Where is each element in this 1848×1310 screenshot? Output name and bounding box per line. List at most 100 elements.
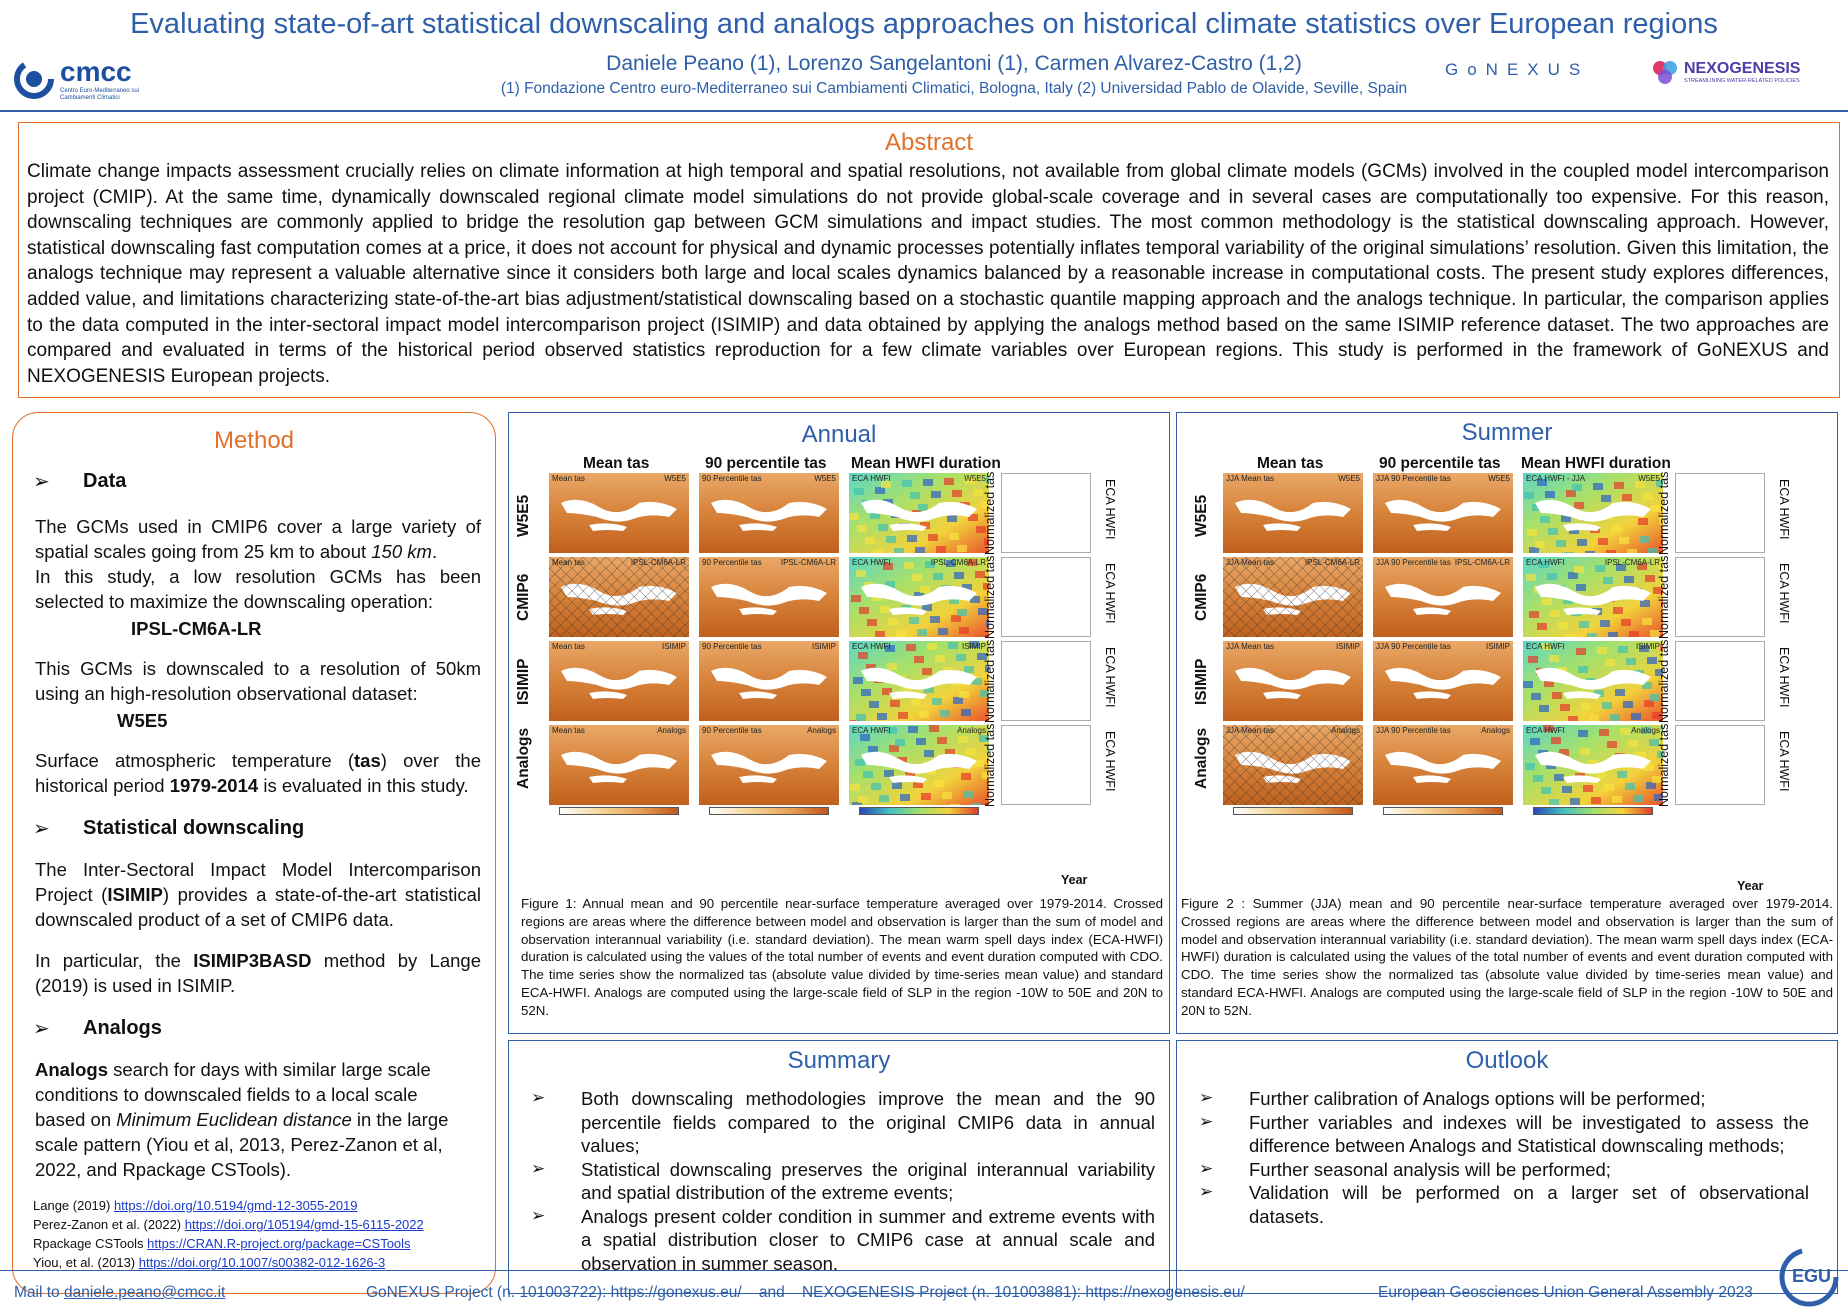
- text-bold: 1979-2014: [169, 775, 259, 796]
- ts-right-label: ECA HWFI: [1103, 479, 1117, 540]
- map-tag-variable: JJA Mean tas: [1226, 474, 1275, 483]
- reference-item: Perez-Zanon et al. (2022) https://doi.or…: [33, 1215, 495, 1234]
- map-tag-source: ISIMIP: [661, 642, 686, 651]
- reference-label: Rpackage CSTools: [33, 1236, 148, 1251]
- map-tag-source: W5E5: [664, 474, 686, 483]
- map-analogs-p90-tas: JJA 90 Percentile tas Analogs: [1373, 725, 1513, 805]
- reference-link[interactable]: https://doi.org/105194/gmd-15-6115-2022: [184, 1217, 424, 1232]
- footer-mail-label: Mail to: [14, 1284, 64, 1301]
- text: ) over the historical period: [35, 750, 481, 796]
- data-heading: ➢ Data: [33, 469, 495, 494]
- summer-col-p90-tas: 90 percentile tas: [1379, 455, 1501, 472]
- map-tag-variable: JJA Mean tas: [1226, 558, 1275, 567]
- footer-projects: GoNEXUS Project (n. 101003722): https://…: [366, 1284, 1245, 1301]
- map-tag-variable: ECA HWFI - JJA: [1526, 474, 1586, 483]
- reference-link[interactable]: https://doi.org/10.1007/s00382-012-1626-…: [138, 1255, 386, 1270]
- text-bold: ISIMIP: [107, 884, 163, 905]
- time-series-w5e5: [1675, 473, 1765, 553]
- reference-item: Yiou, et al. (2013) https://doi.org/10.1…: [33, 1253, 495, 1272]
- text-italic: 150 km: [371, 541, 432, 562]
- map-tag-variable: 90 Percentile tas: [702, 726, 762, 735]
- map-tag-variable: 90 Percentile tas: [702, 558, 762, 567]
- summer-title: Summer: [1461, 419, 1553, 446]
- nexogenesis-logo-text: NEXOGENESIS: [1684, 60, 1801, 77]
- colorbar: [559, 807, 679, 815]
- map-analogs-hwfi: ECA HWFI Analogs: [1523, 725, 1663, 805]
- statistical-downscaling-heading: ➢ Statistical downscaling: [33, 816, 495, 841]
- map-isimip-hwfi: ECA HWFI ISIMIP: [849, 641, 989, 721]
- map-tag-source: Analogs: [957, 726, 986, 735]
- data-paragraph-4: Surface atmospheric temperature (tas) ov…: [13, 748, 495, 798]
- map-tag-variable: Mean tas: [552, 726, 585, 735]
- map-tag-variable: ECA HWFI: [852, 558, 891, 567]
- map-tag-variable: JJA 90 Percentile tas: [1376, 558, 1451, 567]
- map-cmip6-hwfi: ECA HWFI IPSL-CM6A-LR: [1523, 557, 1663, 637]
- map-cmip6-p90-tas: 90 Percentile tas IPSL-CM6A-LR: [699, 557, 839, 637]
- abstract-title: Abstract: [884, 129, 974, 156]
- map-tag-source: W5E5: [814, 474, 836, 483]
- map-tag-source: IPSL-CM6A-LR: [1604, 558, 1660, 567]
- footer-mail-link[interactable]: daniele.peano@cmcc.it: [63, 1284, 226, 1301]
- map-tag-variable: 90 Percentile tas: [702, 642, 762, 651]
- map-tag-source: Analogs: [1331, 726, 1360, 735]
- annual-panel: Annual Mean tas 90 percentile tas Mean H…: [508, 412, 1170, 1034]
- map-tag-source: W5E5: [1638, 474, 1660, 483]
- data-paragraph-3: This GCMs is downscaled to a resolution …: [35, 658, 481, 704]
- data-heading-label: Data: [83, 470, 127, 492]
- ts-ylabel: Normalized tas: [1657, 723, 1671, 807]
- map-tag-source: W5E5: [1338, 474, 1360, 483]
- map-tag-source: IPSL-CM6A-LR: [630, 558, 686, 567]
- method-title: Method: [213, 427, 295, 454]
- bullet-arrow-icon: ➢: [33, 471, 50, 493]
- analogs-heading: ➢ Analogs: [33, 1016, 495, 1041]
- summer-caption: Figure 2 : Summer (JJA) mean and 90 perc…: [1181, 896, 1833, 1018]
- annual-col-mean-tas: Mean tas: [583, 455, 650, 472]
- text: The GCMs used in CMIP6 cover a large var…: [35, 516, 481, 562]
- colorbar: [709, 807, 829, 815]
- nexogenesis-logo: NEXOGENESIS STREAMLINING WATER-RELATED P…: [1650, 56, 1840, 90]
- outlook-title: Outlook: [1465, 1047, 1549, 1074]
- ts-right-label: ECA HWFI: [1777, 647, 1791, 708]
- map-cmip6-mean-tas: Mean tas IPSL-CM6A-LR: [549, 557, 689, 637]
- text: In this study, a low resolution GCMs has…: [35, 566, 481, 612]
- time-series-cmip6: [1675, 557, 1765, 637]
- map-isimip-hwfi: ECA HWFI ISIMIP: [1523, 641, 1663, 721]
- authors: Daniele Peano (1), Lorenzo Sangelantoni …: [606, 52, 1302, 75]
- map-cmip6-hwfi: ECA HWFI IPSL-CM6A-LR: [849, 557, 989, 637]
- map-tag-variable: ECA HWFI: [852, 726, 891, 735]
- text: The Inter-Sectoral Impact Model Intercom…: [35, 859, 481, 905]
- map-w5e5-hwfi: ECA HWFI W5E5: [849, 473, 989, 553]
- colorbar: [1383, 807, 1503, 815]
- time-series-cmip6: [1001, 557, 1091, 637]
- text: in the large scale pattern (Yiou et al, …: [35, 1109, 449, 1180]
- map-isimip-p90-tas: 90 Percentile tas ISIMIP: [699, 641, 839, 721]
- text: Surface atmospheric temperature (: [35, 750, 354, 771]
- map-w5e5-p90-tas: JJA 90 Percentile tas W5E5: [1373, 473, 1513, 553]
- annual-xlabel: Year: [1061, 873, 1088, 887]
- colorbar: [1233, 807, 1353, 815]
- map-tag-source: IPSL-CM6A-LR: [930, 558, 986, 567]
- ts-right-label: ECA HWFI: [1777, 479, 1791, 540]
- obs-dataset-name: W5E5: [117, 710, 168, 731]
- map-tag-source: IPSL-CM6A-LR: [780, 558, 836, 567]
- affiliations: (1) Fondazione Centro euro-Mediterraneo …: [500, 80, 1408, 97]
- map-tag-variable: ECA HWFI: [1526, 558, 1565, 567]
- reference-link[interactable]: https://CRAN.R-project.org/package=CSToo…: [147, 1236, 411, 1251]
- nexogenesis-logo-subtext: STREAMLINING WATER-RELATED POLICIES: [1684, 78, 1800, 84]
- gonexus-logo: GoNEXUS: [1445, 60, 1590, 79]
- outlook-item: Validation will be performed on a larger…: [1177, 1181, 1809, 1228]
- map-tag-source: W5E5: [964, 474, 986, 483]
- text-bold: Analogs: [35, 1059, 108, 1080]
- map-isimip-p90-tas: JJA 90 Percentile tas ISIMIP: [1373, 641, 1513, 721]
- reference-item: Rpackage CSTools https://CRAN.R-project.…: [33, 1234, 495, 1253]
- text: ) provides a state-of-the-art statistica…: [35, 884, 481, 930]
- reference-label: Perez-Zanon et al. (2022): [33, 1217, 185, 1232]
- reference-link[interactable]: https://doi.org/10.5194/gmd-12-3055-2019: [113, 1198, 358, 1213]
- text: search for days with similar large scale…: [35, 1059, 431, 1130]
- statistical-downscaling-label: Statistical downscaling: [83, 817, 305, 839]
- footer-divider: [0, 1270, 1848, 1271]
- annual-col-hwfi: Mean HWFI duration: [851, 455, 1001, 472]
- row-label-analogs: Analogs: [1193, 727, 1210, 789]
- map-tag-source: ISIMIP: [1485, 642, 1510, 651]
- cmcc-logo: cmcc Centro Euro-Mediterraneo sui Cambia…: [12, 56, 162, 102]
